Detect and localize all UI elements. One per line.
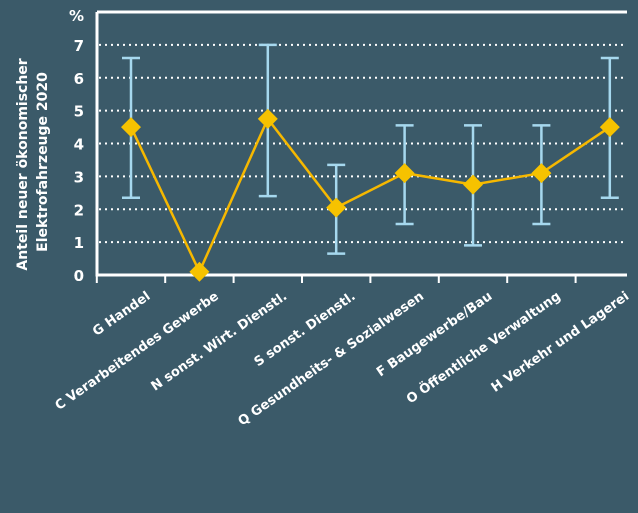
y-tick-label: 3 (74, 168, 84, 186)
data-point-marker (463, 174, 483, 195)
y-tick-label: 2 (74, 201, 84, 219)
y-tick-label: 4 (74, 136, 84, 154)
y-axis-label: Anteil neuer ökonomischer Elektrofahrzeu… (15, 53, 51, 270)
y-tick-label: 5 (74, 103, 84, 121)
data-point-marker (189, 261, 210, 282)
x-ticks (95, 275, 577, 283)
data-point-marker (257, 108, 278, 129)
data-point-marker (121, 117, 141, 138)
series-line (129, 116, 611, 275)
data-point-marker (531, 163, 552, 184)
y-ticks: 0 1 2 3 4 5 6 7 (74, 37, 84, 285)
y-axis-label-line-2: Elektrofahrzeuge 2020 (35, 72, 51, 252)
category-label: F Baugewerbe/Bau (374, 289, 495, 380)
y-tick-label: 6 (74, 70, 84, 88)
y-tick-label: 0 (74, 267, 84, 285)
y-axis-label-line-1: Anteil neuer ökonomischer (15, 58, 31, 270)
data-point-marker (599, 117, 620, 138)
error-bars (122, 43, 619, 255)
y-tick-label: 1 (74, 234, 84, 252)
data-point-marker (394, 163, 415, 184)
category-label: H Verkehr und Lagerei (489, 289, 632, 396)
y-tick-label: 7 (74, 37, 84, 55)
category-label: G Handel (90, 289, 153, 340)
data-point-marker (326, 197, 347, 218)
grid-lines (97, 10, 627, 244)
category-label: N sonst. Wirt. Dienstl. (149, 289, 291, 394)
y-unit-label: % (69, 7, 84, 25)
data-markers (121, 108, 620, 282)
